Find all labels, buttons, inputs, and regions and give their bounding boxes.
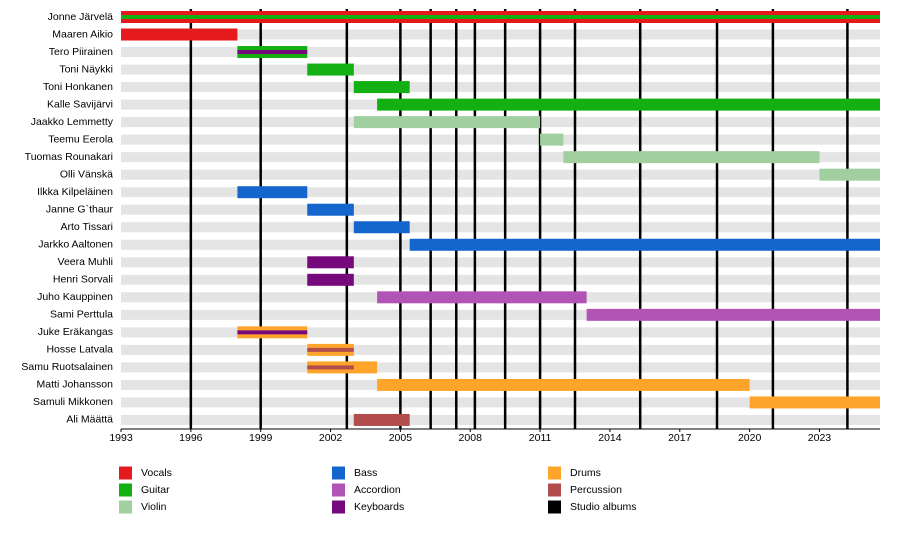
member-name: Kalle Savijärvi — [47, 98, 113, 110]
bar-stripe — [307, 347, 354, 352]
legend-label: Vocals — [141, 467, 172, 479]
member-name: Jaakko Lemmetty — [31, 116, 114, 128]
row-band — [121, 47, 880, 58]
row-band — [121, 344, 880, 355]
member-name: Tero Piirainen — [49, 46, 113, 58]
member-name: Juke Eräkangas — [38, 326, 113, 338]
x-tick-label: 2020 — [738, 432, 762, 444]
member-name: Jarkko Aaltonen — [38, 239, 113, 251]
member-name: Maaren Aikio — [52, 28, 113, 40]
member-name: Janne G`thaur — [46, 204, 114, 216]
x-tick-label: 2005 — [389, 432, 413, 444]
bar — [307, 256, 354, 269]
x-tick-label: 1996 — [179, 432, 203, 444]
x-tick-label: 2023 — [808, 432, 832, 444]
bar — [377, 378, 750, 391]
row-band — [121, 257, 880, 268]
member-name: Samuli Mikkonen — [33, 396, 113, 408]
legend-label: Bass — [354, 467, 377, 479]
legend-swatch — [119, 466, 132, 480]
x-tick-label: 1993 — [109, 432, 133, 444]
legend-swatch — [332, 466, 345, 480]
row-band — [121, 414, 880, 425]
bar — [409, 238, 880, 251]
x-tick-label: 1999 — [249, 432, 273, 444]
member-name: Samu Ruotsalainen — [21, 361, 113, 373]
bar — [307, 63, 354, 76]
member-name: Arto Tissari — [60, 221, 113, 233]
legend-swatch — [548, 483, 561, 497]
member-name: Henri Sorvali — [53, 274, 113, 286]
member-name: Jonne Järvelä — [48, 11, 114, 23]
row-band — [121, 29, 880, 40]
member-name: Juho Kauppinen — [37, 291, 113, 303]
row-band — [121, 169, 880, 180]
member-name: Toni Näykki — [59, 63, 113, 75]
row-band — [121, 64, 880, 75]
bar-stripe — [307, 365, 354, 370]
member-name: Matti Johansson — [37, 379, 114, 391]
bar — [377, 98, 880, 111]
member-name: Teemu Eerola — [48, 133, 113, 145]
bar — [237, 186, 308, 199]
row-band — [121, 187, 880, 198]
row-band — [121, 204, 880, 215]
x-tick-label: 2017 — [668, 432, 692, 444]
legend-swatch — [119, 483, 132, 497]
bar-stripe — [121, 15, 880, 19]
legend-label: Guitar — [141, 484, 170, 496]
member-name: Hosse Latvala — [46, 344, 113, 356]
row-band — [121, 397, 880, 408]
legend-swatch — [332, 500, 345, 514]
member-name: Olli Vänskä — [60, 168, 113, 180]
bar — [307, 203, 354, 216]
bar — [749, 396, 880, 409]
bar — [540, 133, 564, 146]
legend-label: Keyboards — [354, 501, 404, 513]
legend-label: Violin — [141, 501, 167, 513]
member-name: Tuomas Rounakari — [25, 151, 113, 163]
legend-swatch — [548, 466, 561, 480]
member-name: Ali Määttä — [66, 414, 113, 426]
bar — [377, 291, 587, 304]
bar — [563, 151, 820, 164]
bar — [586, 308, 880, 321]
bar — [353, 221, 410, 234]
bar — [819, 168, 880, 181]
bar-stripe — [237, 330, 308, 335]
bar — [353, 413, 410, 426]
bar — [353, 81, 410, 94]
row-band — [121, 362, 880, 373]
x-tick-label: 2008 — [459, 432, 483, 444]
bar — [353, 116, 541, 129]
legend-swatch — [548, 500, 561, 514]
legend-swatch — [119, 500, 132, 514]
member-name: Toni Honkanen — [43, 81, 113, 93]
row-band — [121, 152, 880, 163]
bar-stripe — [237, 50, 308, 55]
row-band — [121, 82, 880, 93]
legend-label: Percussion — [570, 484, 622, 496]
legend-label: Drums — [570, 467, 601, 479]
row-band — [121, 274, 880, 285]
bar — [307, 273, 354, 286]
legend-label: Studio albums — [570, 501, 637, 513]
x-tick-label: 2014 — [598, 432, 622, 444]
member-name: Ilkka Kilpeläinen — [37, 186, 113, 198]
bar — [121, 28, 238, 41]
x-tick-label: 2002 — [319, 432, 343, 444]
row-band — [121, 222, 880, 233]
x-tick-label: 2011 — [529, 432, 552, 444]
legend-swatch — [332, 483, 345, 497]
row-band — [121, 134, 880, 145]
row-band — [121, 309, 880, 320]
row-band — [121, 327, 880, 338]
member-name: Veera Muhli — [58, 256, 113, 268]
member-name: Sami Perttula — [50, 309, 113, 321]
legend-label: Accordion — [354, 484, 401, 496]
